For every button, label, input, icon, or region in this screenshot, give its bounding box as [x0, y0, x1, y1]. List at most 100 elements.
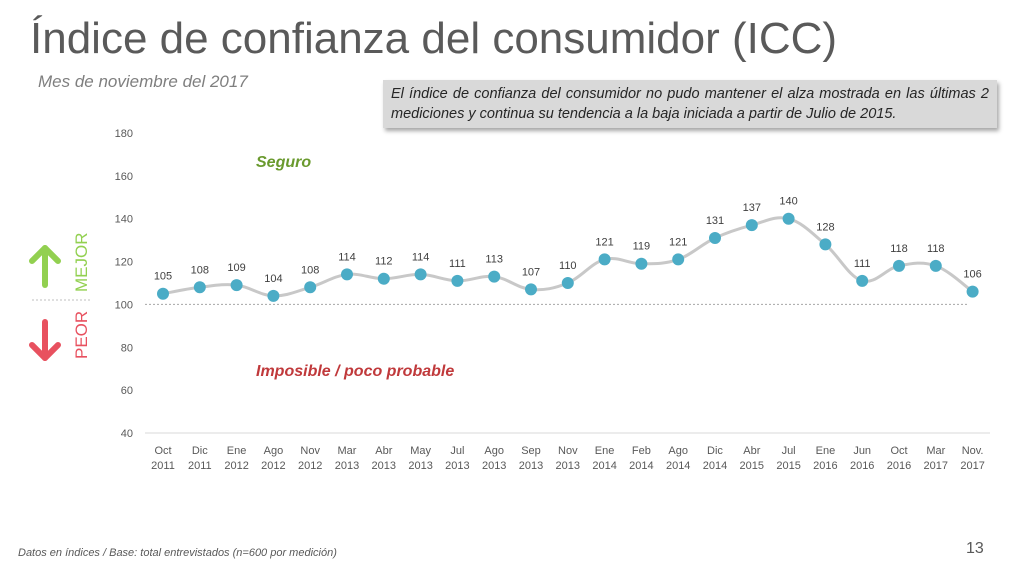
data-point — [745, 219, 758, 232]
x-tick-label-year: 2016 — [887, 460, 911, 472]
y-tick-label: 100 — [115, 299, 133, 311]
x-tick-label: Mar — [338, 445, 357, 457]
x-tick-label: May — [410, 445, 431, 457]
x-tick-label: Ene — [227, 445, 247, 457]
x-tick-label-year: 2013 — [445, 460, 469, 472]
data-label: 131 — [706, 215, 724, 227]
annotation-imposible: Imposible / poco probable — [256, 363, 454, 380]
data-label: 108 — [191, 264, 209, 276]
data-label: 111 — [854, 258, 871, 270]
data-label: 108 — [301, 264, 319, 276]
data-label: 128 — [816, 221, 834, 233]
data-label: 109 — [227, 262, 245, 274]
x-tick-label-year: 2014 — [666, 460, 690, 472]
mejor-label: MEJOR — [72, 233, 91, 293]
x-tick-label-year: 2013 — [408, 460, 432, 472]
data-label: 118 — [890, 243, 908, 255]
data-point — [709, 232, 721, 244]
side-scale: MEJOR PEOR — [29, 233, 92, 361]
x-tick-label-year: 2014 — [703, 460, 727, 472]
x-tick-label-year: 2012 — [298, 460, 322, 472]
summary-note: El índice de confianza del consumidor no… — [383, 80, 997, 128]
data-label: 121 — [595, 236, 613, 248]
data-label: 121 — [669, 236, 687, 248]
x-tick-label-year: 2016 — [813, 460, 837, 472]
x-tick-label: Feb — [632, 445, 651, 457]
data-label: 106 — [963, 269, 981, 281]
data-label: 114 — [412, 251, 430, 263]
x-tick-label: Nov. — [962, 445, 984, 457]
x-tick-label-year: 2011 — [188, 460, 212, 472]
data-point — [561, 277, 574, 289]
x-tick-label-year: 2013 — [556, 460, 580, 472]
page-subtitle: Mes de noviembre del 2017 — [38, 72, 248, 91]
x-tick-label: Ago — [484, 445, 504, 457]
x-tick-label-year: 2013 — [335, 460, 359, 472]
data-point — [635, 257, 648, 270]
x-tick-label-year: 2012 — [261, 460, 285, 472]
x-tick-label-year: 2017 — [924, 460, 948, 472]
data-point — [230, 279, 243, 292]
x-tick-label-year: 2013 — [482, 460, 506, 472]
x-tick-label-year: 2011 — [151, 460, 175, 472]
x-tick-label: Oct — [890, 445, 907, 457]
y-tick-label: 60 — [121, 385, 133, 397]
x-tick-label: Sep — [521, 445, 541, 457]
x-tick-label: Dic — [707, 445, 723, 457]
peor-label: PEOR — [72, 311, 91, 359]
footer-note: Datos en índices / Base: total entrevist… — [18, 547, 337, 559]
data-point — [598, 253, 611, 266]
up-arrow-icon — [29, 245, 61, 288]
x-tick-label-year: 2012 — [224, 460, 248, 472]
data-point — [929, 259, 942, 272]
x-tick-label: Ene — [595, 445, 615, 457]
y-tick-label: 120 — [115, 257, 133, 269]
x-tick-label-year: 2013 — [372, 460, 396, 472]
data-point — [782, 212, 795, 225]
y-tick-label: 80 — [121, 342, 133, 354]
x-tick-label: Ene — [816, 445, 836, 457]
data-point — [672, 253, 685, 266]
x-tick-label-year: 2015 — [740, 460, 764, 472]
data-label: 114 — [338, 251, 356, 263]
chart-axes: 40 60 80 100 120 140 160 180 Oct 2011 Dic 2011 Ene 20… — [115, 128, 990, 472]
down-arrow-icon — [29, 319, 61, 361]
x-tick-label: Abr — [743, 445, 760, 457]
x-tick-label: Jul — [782, 445, 796, 457]
page-title: Índice de confianza del consumidor (ICC) — [30, 14, 838, 63]
x-tick-label-year: 2016 — [850, 460, 874, 472]
data-point — [856, 274, 869, 287]
data-label: 140 — [779, 196, 797, 208]
x-tick-label: Jul — [450, 445, 464, 457]
y-tick-label: 180 — [115, 128, 133, 140]
x-tick-label: Nov — [558, 445, 578, 457]
data-point — [341, 268, 353, 281]
y-tick-label: 40 — [121, 428, 133, 440]
x-tick-label: Ago — [264, 445, 284, 457]
data-point — [893, 259, 905, 272]
x-tick-label: Abr — [375, 445, 392, 457]
data-point — [193, 281, 206, 294]
y-tick-label: 140 — [115, 214, 133, 226]
x-tick-label: Mar — [926, 445, 945, 457]
x-tick-label-year: 2014 — [592, 460, 616, 472]
y-tick-label: 160 — [115, 171, 133, 183]
data-label: 111 — [449, 258, 466, 270]
x-tick-label-year: 2015 — [776, 460, 800, 472]
data-label: 119 — [633, 241, 651, 253]
data-point — [966, 285, 979, 298]
data-point — [819, 238, 832, 251]
data-label: 118 — [927, 243, 945, 255]
x-tick-label: Ago — [668, 445, 688, 457]
data-label: 112 — [375, 256, 393, 268]
data-label: 110 — [559, 260, 577, 272]
data-point — [525, 283, 537, 296]
data-label: 113 — [485, 254, 503, 266]
x-tick-label: Dic — [192, 445, 208, 457]
x-tick-label: Nov — [300, 445, 320, 457]
annotation-seguro: Seguro — [256, 154, 311, 171]
data-label: 105 — [154, 271, 172, 283]
data-point — [451, 274, 464, 287]
data-label: 107 — [522, 266, 540, 278]
